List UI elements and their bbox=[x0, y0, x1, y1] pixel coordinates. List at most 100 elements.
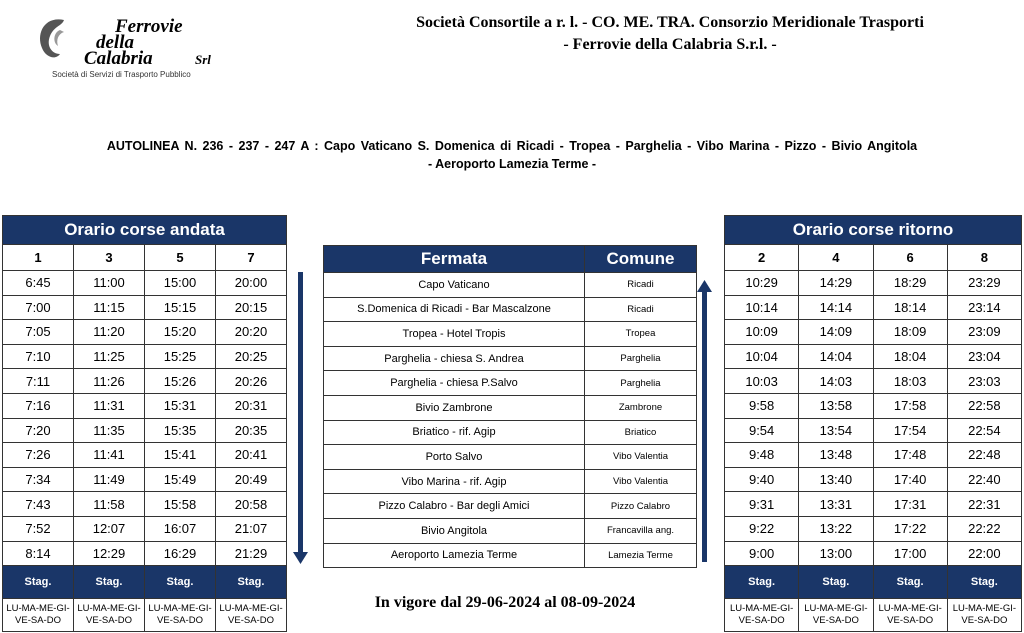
time-cell: 15:26 bbox=[144, 368, 216, 394]
time-row: 7:05 11:20 15:20 20:20 bbox=[2, 319, 287, 345]
time-cell: 15:25 bbox=[144, 343, 216, 370]
time-cell: 20:58 bbox=[215, 491, 287, 517]
time-cell: 20:41 bbox=[215, 442, 287, 468]
stop-name: Briatico - rif. Agip bbox=[323, 419, 585, 446]
stop-row: Parghelia - chiesa S. Andrea Parghelia bbox=[323, 345, 697, 372]
stop-town: Parghelia bbox=[584, 370, 697, 396]
time-cell: 21:07 bbox=[215, 515, 287, 542]
time-cell: 11:20 bbox=[73, 319, 145, 345]
stop-row: Briatico - rif. Agip Briatico bbox=[323, 419, 697, 446]
company: Società Consortile a r. l. - CO. ME. TRA… bbox=[416, 14, 924, 31]
time-cell: 18:29 bbox=[872, 270, 948, 296]
time-cell: 15:31 bbox=[144, 392, 216, 419]
column-header: 8 bbox=[946, 244, 1023, 271]
title-row: Orario corse andata bbox=[2, 215, 287, 245]
season-row: Stag. Stag. Stag. Stag. bbox=[2, 565, 287, 600]
time-cell: 17:00 bbox=[872, 540, 948, 567]
time-row: 7:20 11:35 15:35 20:35 bbox=[2, 417, 287, 444]
time-cell: 22:54 bbox=[946, 417, 1023, 444]
days-cell: LU-MA-ME-GI-VE-SA-DO bbox=[73, 598, 145, 633]
column-header: 3 bbox=[73, 244, 145, 271]
days-cell: LU-MA-ME-GI-VE-SA-DO bbox=[144, 598, 216, 633]
time-cell: 22:22 bbox=[946, 515, 1023, 542]
time-row: 9:00 13:00 17:00 22:00 bbox=[723, 540, 1023, 567]
days-cell: LU-MA-ME-GI-VE-SA-DO bbox=[872, 598, 948, 633]
season-cell: Stag. bbox=[946, 565, 1023, 600]
time-cell: 9:31 bbox=[723, 491, 800, 517]
time-cell: 22:31 bbox=[946, 491, 1023, 517]
time-row: 9:58 13:58 17:58 22:58 bbox=[723, 392, 1023, 419]
stop-town: Briatico bbox=[584, 419, 697, 446]
time-cell: 23:14 bbox=[946, 294, 1023, 321]
time-cell: 23:09 bbox=[946, 319, 1023, 345]
column-header: 1 bbox=[2, 244, 74, 271]
stop-town: Tropea bbox=[584, 321, 697, 347]
logo-text: Ferrovie bbox=[115, 16, 183, 37]
time-cell: 11:58 bbox=[73, 491, 145, 517]
time-cell: 20:49 bbox=[215, 466, 287, 493]
days-cell: LU-MA-ME-GI-VE-SA-DO bbox=[2, 598, 74, 633]
time-cell: 13:31 bbox=[798, 491, 874, 517]
days-row: LU-MA-ME-GI-VE-SA-DO LU-MA-ME-GI-VE-SA-DO… bbox=[723, 598, 1023, 633]
time-cell: 17:58 bbox=[872, 392, 948, 419]
stop-town: Ricadi bbox=[584, 272, 697, 298]
title-row: Orario corse ritorno bbox=[724, 215, 1022, 245]
time-cell: 9:00 bbox=[723, 540, 800, 567]
time-row: 9:54 13:54 17:54 22:54 bbox=[723, 417, 1023, 444]
time-cell: 17:31 bbox=[872, 491, 948, 517]
logo-suffix: Srl bbox=[195, 52, 211, 67]
time-cell: 20:25 bbox=[215, 343, 287, 370]
time-cell: 22:40 bbox=[946, 466, 1023, 493]
season-cell: Stag. bbox=[215, 565, 287, 600]
days-cell: LU-MA-ME-GI-VE-SA-DO bbox=[215, 598, 287, 633]
stop-town: Francavilla ang. bbox=[584, 517, 697, 544]
logo: Ferrovie della Calabria Srl Società di S… bbox=[30, 12, 225, 82]
season-row: Stag. Stag. Stag. Stag. bbox=[723, 565, 1023, 600]
time-cell: 11:26 bbox=[73, 368, 145, 394]
time-cell: 15:58 bbox=[144, 491, 216, 517]
time-cell: 15:49 bbox=[144, 466, 216, 493]
stop-row: Vibo Marina - rif. Agip Vibo Valentia bbox=[323, 468, 697, 495]
time-cell: 17:22 bbox=[872, 515, 948, 542]
time-cell: 7:20 bbox=[2, 417, 74, 444]
time-cell: 9:58 bbox=[723, 392, 800, 419]
stop-name: Pizzo Calabro - Bar degli Amici bbox=[323, 493, 585, 519]
time-cell: 18:04 bbox=[872, 343, 948, 370]
stop-row: Tropea - Hotel Tropis Tropea bbox=[323, 321, 697, 347]
andata-table: Orario corse andata 1 3 5 7 6:45 11:00 15:00 20:… bbox=[2, 215, 287, 633]
time-cell: 18:09 bbox=[872, 319, 948, 345]
stop-row: Bivio Angitola Francavilla ang. bbox=[323, 517, 697, 544]
time-row: 7:34 11:49 15:49 20:49 bbox=[2, 466, 287, 493]
time-cell: 7:11 bbox=[2, 368, 74, 394]
time-cell: 7:26 bbox=[2, 442, 74, 468]
stop-town: Parghelia bbox=[584, 345, 697, 372]
logo-tagline: Società di Servizi di Trasporto Pubblico bbox=[52, 70, 191, 79]
time-row: 10:04 14:04 18:04 23:04 bbox=[723, 343, 1023, 370]
time-cell: 11:41 bbox=[73, 442, 145, 468]
time-cell: 20:15 bbox=[215, 294, 287, 321]
arrow-down bbox=[293, 272, 308, 564]
time-cell: 13:48 bbox=[798, 442, 874, 468]
company: - Ferrovie della Calabria S.r.l. - bbox=[563, 36, 777, 53]
season-cell: Stag. bbox=[144, 565, 216, 600]
stop-row: Aeroporto Lamezia Terme Lamezia Terme bbox=[323, 542, 697, 569]
route: AUTOLINEA N. 236 - 237 - 247 A : Capo Va… bbox=[106, 139, 918, 153]
time-cell: 14:04 bbox=[798, 343, 874, 370]
time-cell: 9:54 bbox=[723, 417, 800, 444]
time-cell: 10:09 bbox=[723, 319, 800, 345]
time-cell: 23:04 bbox=[946, 343, 1023, 370]
validity: In vigore dal 29-06-2024 al 08-09-2024 bbox=[374, 594, 636, 611]
time-row: 7:16 11:31 15:31 20:31 bbox=[2, 392, 287, 419]
time-cell: 14:29 bbox=[798, 270, 874, 296]
time-row: 7:00 11:15 15:15 20:15 bbox=[2, 294, 287, 321]
time-row: 9:22 13:22 17:22 22:22 bbox=[723, 515, 1023, 542]
time-cell: 15:15 bbox=[144, 294, 216, 321]
time-cell: 13:00 bbox=[798, 540, 874, 567]
header-row: Fermata Comune bbox=[323, 245, 697, 273]
time-cell: 18:03 bbox=[872, 368, 948, 394]
logo-text: della bbox=[96, 32, 134, 53]
arrow-up bbox=[697, 280, 712, 562]
time-cell: 11:25 bbox=[73, 343, 145, 370]
